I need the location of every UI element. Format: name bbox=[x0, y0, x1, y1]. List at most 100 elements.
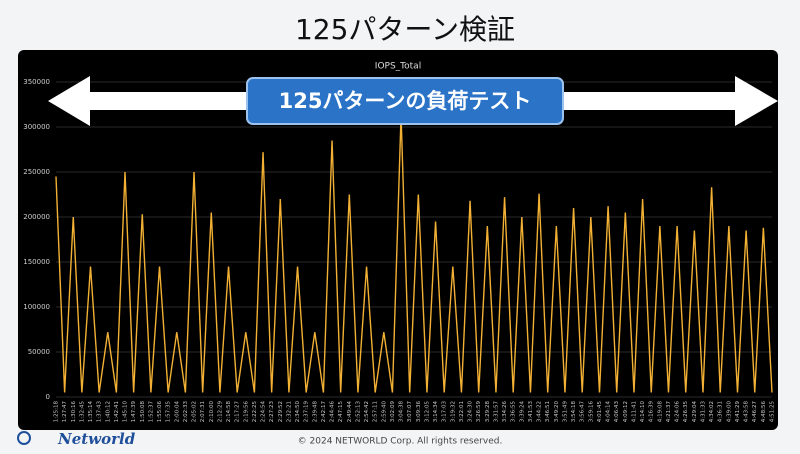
x-tick-label: 4:34:02 bbox=[709, 401, 715, 422]
x-tick-label: 4:36:31 bbox=[718, 401, 724, 422]
x-tick-label: 3:24:30 bbox=[468, 401, 474, 423]
y-tick-label: 350000 bbox=[23, 78, 50, 86]
x-tick-label: 2:47:15 bbox=[338, 401, 344, 423]
x-tick-label: 4:24:06 bbox=[675, 401, 681, 423]
x-tick-label: 2:29:52 bbox=[278, 401, 284, 422]
x-tick-label: 2:44:46 bbox=[330, 401, 336, 423]
x-tick-label: 3:31:57 bbox=[493, 400, 499, 422]
chart-title: IOPS_Total bbox=[375, 62, 421, 72]
x-tick-label: 1:30:16 bbox=[71, 401, 77, 423]
x-tick-label: 3:04:38 bbox=[399, 401, 405, 423]
x-tick-label: 3:12:05 bbox=[424, 401, 430, 423]
x-tick-label: 1:55:06 bbox=[157, 401, 163, 423]
x-tick-label: 4:21:37 bbox=[666, 401, 672, 423]
x-tick-label: 4:11:41 bbox=[631, 401, 637, 422]
x-tick-label: 3:39:24 bbox=[519, 401, 525, 423]
x-tick-label: 2:59:40 bbox=[381, 401, 387, 423]
x-tick-label: 2:57:11 bbox=[373, 401, 379, 422]
x-tick-label: 4:51:25 bbox=[770, 401, 776, 423]
x-tick-label: 4:46:27 bbox=[752, 401, 758, 423]
x-tick-label: 3:02:09 bbox=[390, 401, 396, 423]
x-tick-label: 4:01:45 bbox=[597, 401, 603, 423]
x-tick-label: 4:14:10 bbox=[640, 401, 646, 423]
x-tick-label: 2:07:31 bbox=[200, 401, 206, 422]
x-tick-label: 2:22:25 bbox=[252, 401, 258, 423]
x-tick-label: 1:47:39 bbox=[131, 401, 137, 423]
x-tick-label: 3:51:49 bbox=[562, 401, 568, 423]
x-tick-label: 3:07:07 bbox=[407, 401, 413, 423]
x-tick-label: 2:54:42 bbox=[364, 401, 370, 422]
x-tick-label: 1:27:47 bbox=[62, 401, 68, 423]
x-tick-label: 1:40:12 bbox=[105, 401, 111, 422]
x-tick-label: 1:42:41 bbox=[114, 401, 120, 422]
logo-icon bbox=[17, 431, 31, 445]
x-tick-label: 2:19:56 bbox=[243, 401, 249, 423]
chart-panel bbox=[18, 50, 778, 430]
x-tick-label: 3:14:34 bbox=[433, 401, 439, 423]
x-tick-label: 3:54:18 bbox=[571, 401, 577, 423]
x-tick-label: 3:09:36 bbox=[416, 401, 422, 423]
x-tick-label: 3:49:20 bbox=[554, 401, 560, 423]
x-tick-label: 3:29:28 bbox=[485, 401, 491, 423]
x-tick-label: 2:10:00 bbox=[209, 401, 215, 423]
x-tick-label: 3:19:32 bbox=[450, 401, 456, 422]
line bbox=[55, 115, 773, 393]
x-tick-label: 2:00:04 bbox=[174, 401, 180, 423]
slide-title: 125パターン検証 bbox=[295, 13, 515, 46]
x-tick-label: 4:16:39 bbox=[649, 401, 655, 423]
x-tick-label: 2:52:13 bbox=[355, 401, 361, 423]
x-tick-label: 1:37:43 bbox=[97, 401, 103, 423]
logo: Networld bbox=[57, 430, 136, 448]
x-tick-label: 1:25:18 bbox=[54, 401, 60, 423]
x-tick-label: 4:04:14 bbox=[606, 401, 612, 423]
x-tick-label: 1:32:45 bbox=[79, 401, 85, 423]
x-tick-label: 2:37:19 bbox=[304, 401, 310, 423]
x-tick-label: 3:59:16 bbox=[588, 401, 594, 423]
x-tick-label: 1:35:14 bbox=[88, 401, 94, 423]
x-tick-label: 2:49:44 bbox=[347, 401, 353, 423]
x-tick-label: 2:39:48 bbox=[312, 401, 318, 423]
x-tick-label: 3:56:47 bbox=[580, 401, 586, 423]
x-tick-label: 3:17:03 bbox=[442, 401, 448, 423]
x-tick-label: 4:06:43 bbox=[614, 401, 620, 423]
x-tick-label: 3:26:59 bbox=[476, 401, 482, 423]
y-tick-label: 100000 bbox=[23, 303, 50, 311]
x-tick-label: 4:39:00 bbox=[726, 401, 732, 423]
x-tick-label: 1:45:10 bbox=[123, 401, 129, 423]
x-tick-label: 3:46:51 bbox=[545, 401, 551, 422]
x-tick-label: 3:41:53 bbox=[528, 401, 534, 423]
y-tick-label: 0 bbox=[46, 393, 50, 401]
x-tick-label: 2:05:02 bbox=[192, 401, 198, 422]
x-tick-label: 1:57:35 bbox=[166, 401, 172, 423]
y-tick-label: 200000 bbox=[23, 213, 50, 221]
x-tick-label: 2:24:54 bbox=[261, 401, 267, 423]
x-tick-label: 2:02:33 bbox=[183, 401, 189, 423]
x-tick-label: 2:34:50 bbox=[295, 401, 301, 423]
x-tick-label: 3:44:22 bbox=[537, 401, 543, 422]
x-tick-label: 4:48:56 bbox=[761, 401, 767, 423]
x-tick-label: 4:31:33 bbox=[700, 401, 706, 423]
x-tick-label: 4:09:12 bbox=[623, 401, 629, 422]
x-tick-label: 1:52:37 bbox=[148, 401, 154, 423]
y-tick-label: 50000 bbox=[28, 348, 50, 356]
x-tick-label: 2:42:17 bbox=[321, 401, 327, 423]
x-tick-label: 2:12:29 bbox=[217, 401, 223, 423]
x-tick-label: 4:19:08 bbox=[657, 401, 663, 423]
x-tick-label: 3:22:01 bbox=[459, 401, 465, 422]
x-tick-label: 4:26:35 bbox=[683, 401, 689, 423]
footer: © 2024 NETWORLD Corp. All rights reserve… bbox=[298, 437, 503, 447]
plot: 0 50000 100000 150000 200000 250000 300000 3500… bbox=[23, 78, 775, 422]
x-tick-label: 2:32:21 bbox=[286, 401, 292, 422]
y-tick-label: 150000 bbox=[23, 258, 50, 266]
x-tick-label: 2:17:27 bbox=[235, 401, 241, 423]
x-tick-label: 2:14:58 bbox=[226, 401, 232, 423]
x-tick-label: 4:41:29 bbox=[735, 401, 741, 423]
x-tick-label: 1:50:08 bbox=[140, 401, 146, 423]
x-tick-label: 4:29:04 bbox=[692, 401, 698, 423]
x-tick-label: 2:27:23 bbox=[269, 401, 275, 423]
y-tick-label: 250000 bbox=[23, 168, 50, 176]
x-tick-label: 4:43:58 bbox=[744, 401, 750, 423]
banner-text: 125パターンの負荷テスト bbox=[279, 89, 532, 113]
x-tick-label: 3:36:55 bbox=[511, 401, 517, 423]
